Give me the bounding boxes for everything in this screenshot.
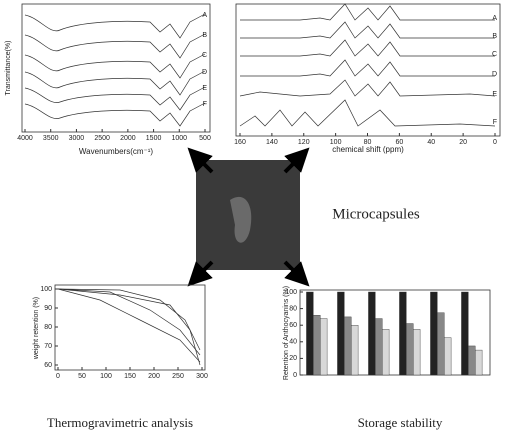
ftir-curves [24, 13, 206, 127]
y-tick-label: 70 [44, 343, 52, 350]
nmr-curves [239, 3, 496, 127]
panel-title: Thermogravimetric analysis [47, 415, 193, 430]
x-tick-label: 160 [234, 139, 246, 146]
y-tick-label: 80 [44, 324, 52, 331]
x-tick-label: 50 [78, 373, 86, 380]
x-tick-label: 100 [330, 139, 342, 146]
center-label: Microcapsules [332, 206, 420, 222]
x-tick-label: 250 [172, 373, 184, 380]
x-tick-label: 0 [493, 139, 497, 146]
bar [437, 312, 445, 376]
x-tick-label: 60 [395, 139, 403, 146]
bar [344, 316, 352, 376]
bar [351, 325, 359, 376]
curve-label: F [203, 101, 207, 108]
x-tick-label: 150 [124, 373, 136, 380]
x-tick-label: 3500 [43, 135, 59, 142]
bar [475, 349, 483, 376]
tga-frame [54, 284, 206, 371]
x-tick-label: 2500 [94, 135, 110, 142]
x-axis-label: chemical shift (ppm) [332, 145, 404, 154]
x-tick-label: 100 [100, 373, 112, 380]
x-tick-label: 0 [56, 373, 60, 380]
bar [382, 329, 390, 376]
x-tick-label: 1500 [146, 135, 162, 142]
x-tick-label: 3000 [69, 135, 85, 142]
y-axis-label: Transmittance(%) [5, 41, 12, 96]
x-tick-label: 120 [298, 139, 310, 146]
y-tick-label: 0 [293, 372, 297, 379]
x-tick-label: 1000 [171, 135, 187, 142]
y-tick-label: 80 [289, 305, 297, 312]
curve-label: B [202, 32, 207, 39]
curve-label: D [492, 71, 497, 78]
image-detail [230, 196, 252, 243]
y-tick-label: 40 [289, 339, 297, 346]
bar [368, 291, 376, 376]
curve-label: D [202, 69, 207, 76]
nmr-frame [235, 3, 501, 137]
curve-label: A [492, 15, 497, 22]
y-tick-label: 100 [40, 286, 52, 293]
tga-curves [57, 288, 201, 366]
curve-label: E [492, 91, 497, 98]
bar [306, 291, 314, 376]
curve-label: C [202, 52, 207, 59]
y-axis-label: Retention of Anthocyanins (%) [283, 286, 290, 380]
curve-label: C [492, 51, 497, 58]
y-axis-label: weight retention (%) [33, 297, 40, 360]
bar [313, 315, 321, 376]
bar [413, 329, 421, 376]
bar [430, 291, 438, 376]
curve-label: F [493, 119, 497, 126]
y-tick-label: 60 [44, 362, 52, 369]
y-tick-label: 60 [289, 322, 297, 329]
y-tick-label: 100 [285, 289, 297, 296]
x-tick-label: 300 [196, 373, 208, 380]
storage-frame [299, 289, 491, 376]
bar [444, 337, 452, 376]
x-tick-label: 2000 [120, 135, 136, 142]
x-tick-label: 200 [148, 373, 160, 380]
panel-title: Storage stability [358, 415, 443, 430]
bar [406, 323, 414, 376]
bar [399, 291, 407, 376]
x-tick-label: 20 [459, 139, 467, 146]
curve-label: B [492, 33, 497, 40]
ftir-frame [21, 3, 211, 133]
bar [468, 345, 476, 376]
y-tick-label: 90 [44, 305, 52, 312]
curve-label: A [202, 12, 207, 19]
curve-label: E [202, 85, 207, 92]
x-tick-label: 500 [199, 135, 211, 142]
x-tick-label: 40 [427, 139, 435, 146]
bar [337, 291, 345, 376]
y-tick-label: 20 [289, 355, 297, 362]
x-tick-label: 80 [364, 139, 372, 146]
x-tick-label: 4000 [17, 135, 33, 142]
bar [375, 318, 383, 376]
bar [461, 291, 469, 376]
x-tick-label: 140 [266, 139, 278, 146]
bar [320, 318, 328, 376]
x-axis-label: Wavenumbers(cm⁻¹) [79, 147, 153, 156]
arrows [187, 147, 310, 287]
